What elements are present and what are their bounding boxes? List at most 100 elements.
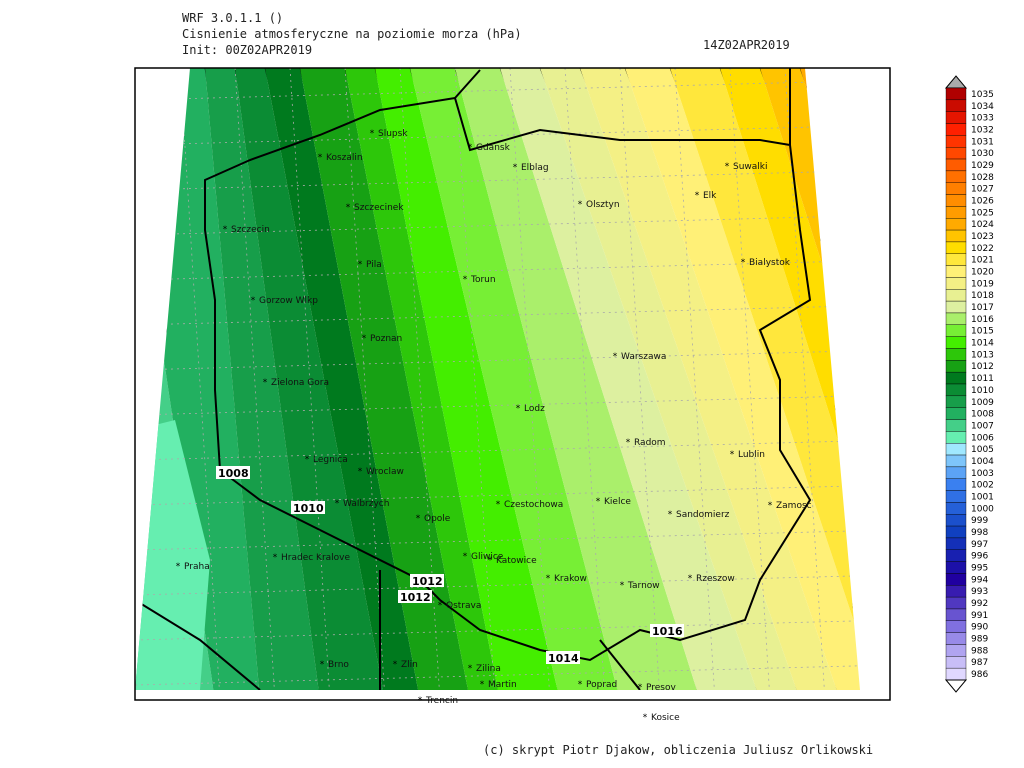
colorbar-cell xyxy=(945,443,967,456)
pressure-band xyxy=(235,68,385,690)
colorbar-label: 1034 xyxy=(971,102,994,112)
city-marker: * xyxy=(358,467,363,477)
city-marker: * xyxy=(546,574,551,584)
colorbar-label: 997 xyxy=(971,540,988,550)
city-label: Elk xyxy=(703,191,717,201)
city-label: Zamosc xyxy=(776,501,812,511)
colorbar-cell xyxy=(945,265,967,278)
city-label: Kosice xyxy=(651,713,680,723)
colorbar-label: 1006 xyxy=(971,433,994,443)
colorbar-cell xyxy=(945,466,967,479)
aqua-band xyxy=(135,420,210,690)
isobar-label-box xyxy=(216,466,250,479)
colorbar-cell xyxy=(945,229,967,243)
city-marker: * xyxy=(620,581,625,591)
colorbar-cell xyxy=(945,525,967,539)
city-label: Warszawa xyxy=(621,352,666,362)
colorbar-cell xyxy=(945,312,967,325)
colorbar-arrow-top xyxy=(944,75,968,89)
colorbar-label: 1018 xyxy=(971,291,994,301)
city-label: Pila xyxy=(366,260,382,270)
colorbar-cell xyxy=(945,146,967,160)
isobar-label: 1016 xyxy=(652,625,683,638)
city-marker: * xyxy=(358,260,363,270)
city-marker: * xyxy=(725,162,730,172)
colorbar-label: 1009 xyxy=(971,398,994,408)
city-marker: * xyxy=(741,258,746,268)
city-marker: * xyxy=(496,500,501,510)
colorbar-cell xyxy=(945,206,967,219)
isobar-label: 1010 xyxy=(293,502,324,515)
city-marker: * xyxy=(335,499,340,509)
isobar-label-box xyxy=(650,624,684,637)
city-label: Praha xyxy=(184,562,210,572)
city-label: Torun xyxy=(470,275,496,285)
colorbar-label: 1027 xyxy=(971,185,994,195)
city-label: Presov xyxy=(646,683,677,693)
colorbar-cell xyxy=(945,87,967,101)
pressure-band xyxy=(625,68,860,690)
isobar-label-box xyxy=(546,651,580,664)
isobar-label: 1014 xyxy=(548,652,579,665)
colorbar-cell xyxy=(945,135,967,148)
colorbar-cell xyxy=(945,573,967,586)
isobar-label-box xyxy=(398,590,432,603)
colorbar-cell xyxy=(945,324,967,337)
colorbar-label: 1012 xyxy=(971,362,994,372)
city-marker: * xyxy=(626,438,631,448)
colorbar-label: 990 xyxy=(971,623,988,633)
city-label: Kielce xyxy=(604,497,631,507)
colorbar-cell xyxy=(945,407,967,420)
colorbar-cell xyxy=(945,431,967,444)
city-marker: * xyxy=(596,497,601,507)
pressure-band xyxy=(540,68,800,690)
pressure-band xyxy=(345,68,500,690)
colorbar-cell xyxy=(945,419,967,432)
colorbar-cell xyxy=(945,549,967,562)
city-marker: * xyxy=(516,404,521,414)
colorbar-cell xyxy=(945,158,967,172)
city-marker: * xyxy=(668,510,673,520)
colorbar-cell xyxy=(945,111,967,124)
colorbar-label: 1008 xyxy=(971,410,994,420)
isobar-label-box xyxy=(291,501,325,514)
city-marker: * xyxy=(176,562,181,572)
isobar-label: 1012 xyxy=(412,575,443,588)
city-label: Olsztyn xyxy=(586,200,620,210)
colorbar-label: 1001 xyxy=(971,492,994,502)
colorbar-label: 1002 xyxy=(971,481,994,491)
city-marker: * xyxy=(468,664,473,674)
city-label: Rzeszow xyxy=(696,574,735,584)
colorbar-cell xyxy=(945,218,967,231)
credits: (c) skrypt Piotr Djakow, obliczenia Juli… xyxy=(483,743,873,757)
city-label: Suwalki xyxy=(733,162,768,172)
colorbar-cell xyxy=(945,561,967,574)
colorbar-cell xyxy=(945,395,967,408)
map-frame xyxy=(134,67,891,701)
isobar-label-box xyxy=(410,574,444,587)
city-label: Zlin xyxy=(401,660,418,670)
city-marker: * xyxy=(305,455,310,465)
colorbar-cell xyxy=(945,514,967,527)
city-marker: * xyxy=(578,200,583,210)
colorbar-label: 1004 xyxy=(971,457,994,467)
city-label: Gliwice xyxy=(471,552,504,562)
city-marker: * xyxy=(463,275,468,285)
colorbar-label: 987 xyxy=(971,658,988,668)
pressure-band xyxy=(410,68,620,690)
colorbar-label: 1024 xyxy=(971,220,994,230)
colorbar-label: 1015 xyxy=(971,327,994,337)
colorbar-cell xyxy=(945,300,967,314)
city-label: Sandomierz xyxy=(676,510,730,520)
colorbar-cell xyxy=(945,585,967,598)
colorbar-cell xyxy=(945,123,967,136)
city-marker: * xyxy=(488,556,493,566)
colorbar-cell xyxy=(945,502,967,515)
city-label: Bialystok xyxy=(749,258,791,268)
colorbar-label: 1005 xyxy=(971,445,994,455)
city-label: Ostrava xyxy=(446,601,481,611)
city-marker: * xyxy=(273,553,278,563)
city-label: Koszalin xyxy=(326,153,363,163)
pressure-band xyxy=(300,68,470,690)
